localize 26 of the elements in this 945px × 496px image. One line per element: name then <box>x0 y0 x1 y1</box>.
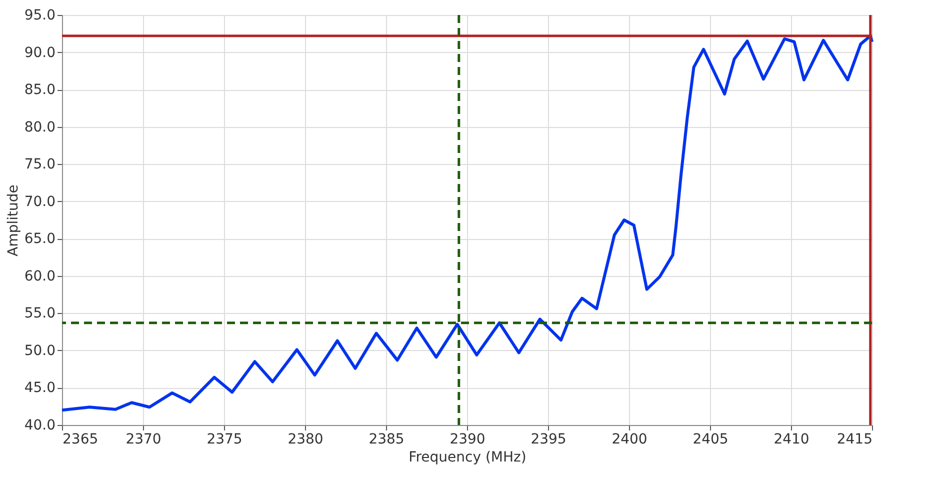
y-tick-label: 60.0 <box>24 268 56 284</box>
x-tick-label: 2380 <box>288 432 324 448</box>
y-tick-label: 70.0 <box>24 194 56 210</box>
x-tick-label: 2365 <box>62 432 98 448</box>
y-tick-label: 75.0 <box>24 156 56 173</box>
x-tick-label: 2400 <box>612 432 648 448</box>
y-tick-label: 85.0 <box>24 82 56 98</box>
x-tick-label: 2390 <box>450 432 486 448</box>
line-series <box>60 34 874 412</box>
y-tick-label: 95.0 <box>24 8 56 24</box>
y-tick-label: 55.0 <box>24 306 56 322</box>
y-tick-label: 40.0 <box>24 418 56 434</box>
y-tick-label: 50.0 <box>24 342 56 359</box>
x-tick-label: 2375 <box>206 432 242 448</box>
x-tick-label: 2385 <box>368 432 404 448</box>
x-axis-title: Frequency (MHz) <box>408 450 526 466</box>
y-tick-label: 65.0 <box>24 231 56 248</box>
y-tick-label: 90.0 <box>24 44 56 61</box>
x-tick-label: 2415 <box>836 432 872 448</box>
x-tick-label: 2405 <box>692 432 728 448</box>
x-tick-label: 2410 <box>774 432 810 448</box>
y-tick-label: 45.0 <box>24 380 56 396</box>
x-tick-label: 2395 <box>530 432 566 448</box>
y-axis-title: Amplitude <box>5 184 22 256</box>
x-tick-label: 2370 <box>126 432 162 448</box>
y-tick-label: 80.0 <box>24 119 56 136</box>
